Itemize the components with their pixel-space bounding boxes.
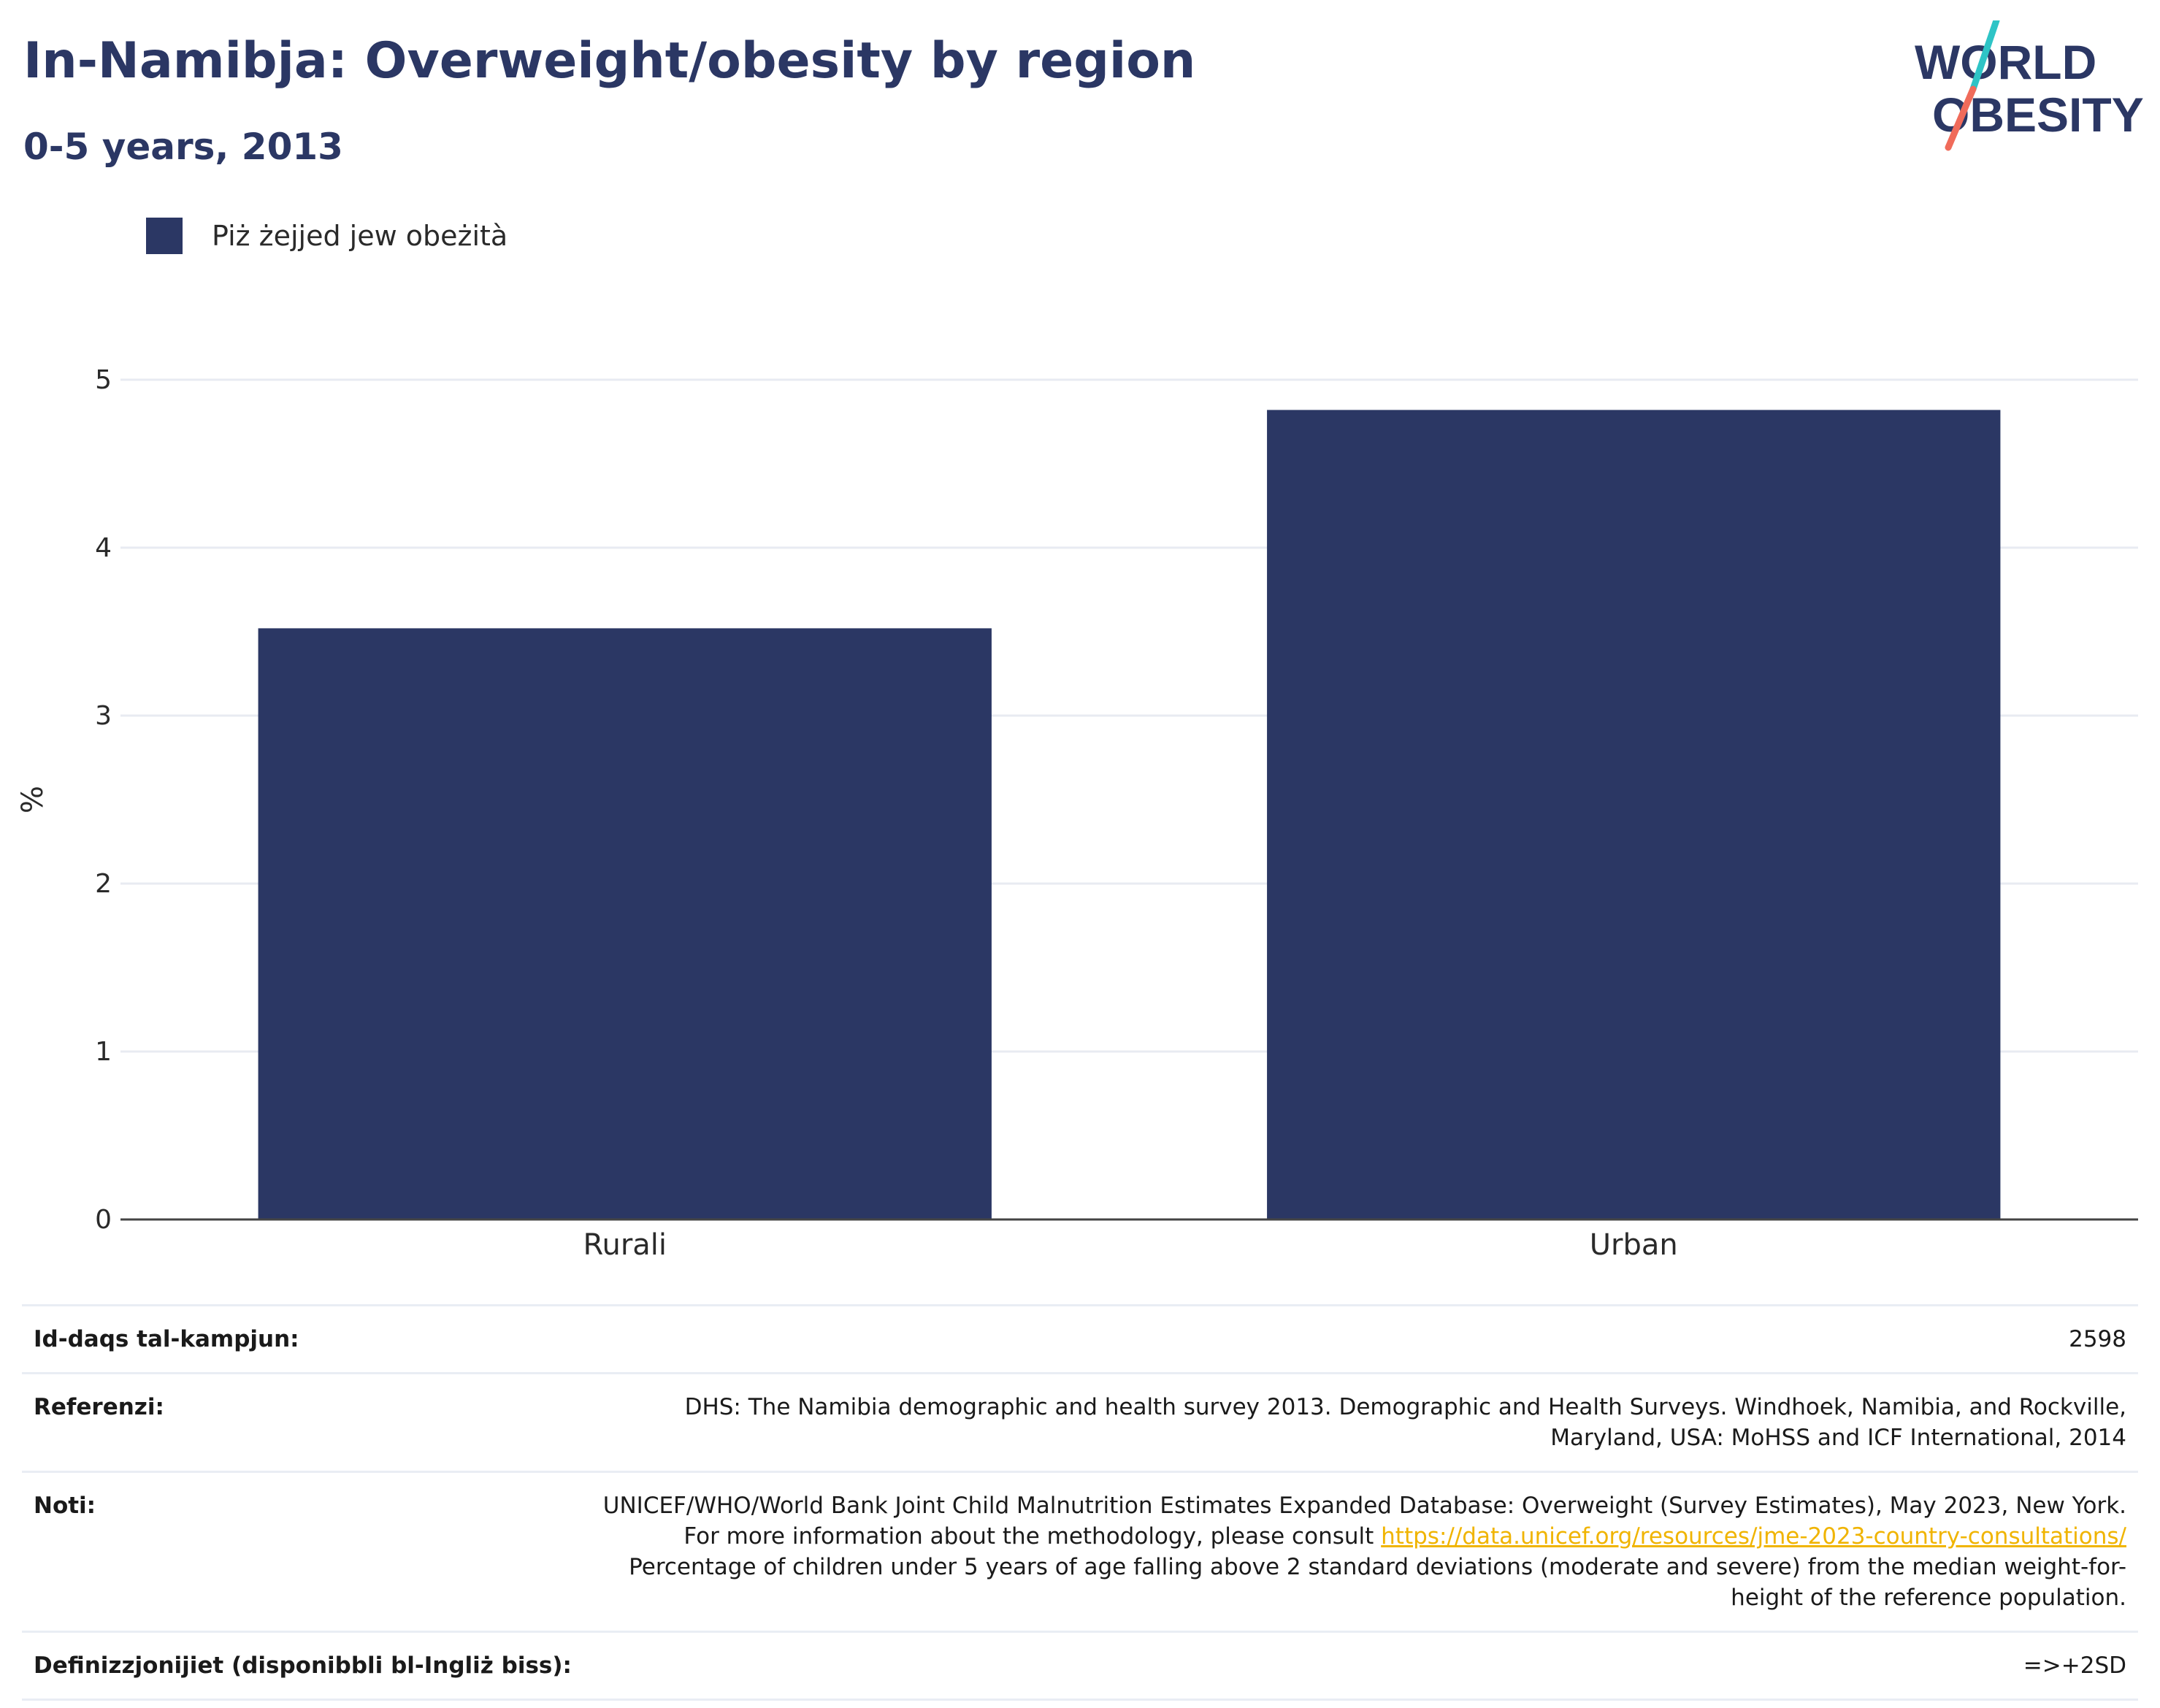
x-tick-labels: Rurali Urban xyxy=(583,1228,1677,1262)
logo-slash-top xyxy=(1969,20,2000,93)
info-table: Id-daqs tal-kampjun: 2598 Referenzi: DHS… xyxy=(22,1304,2138,1701)
notes-link[interactable]: https://data.unicef.org/resources/jme-20… xyxy=(1381,1523,2126,1550)
sample-size-row: Id-daqs tal-kampjun: 2598 xyxy=(22,1304,2138,1374)
y-tick-label: 2 xyxy=(95,869,112,899)
y-tick-labels: 0 1 2 3 4 5 xyxy=(95,365,112,1235)
definitions-value: =>+2SD xyxy=(583,1631,2138,1701)
y-tick-label: 1 xyxy=(95,1037,112,1067)
definitions-label: Definizzjonijiet (disponibbli bl-Ingliż … xyxy=(22,1631,583,1701)
references-value: DHS: The Namibia demographic and health … xyxy=(583,1372,2138,1473)
y-tick-label: 5 xyxy=(95,365,112,395)
notes-text-2: Percentage of children under 5 years of … xyxy=(629,1554,2126,1611)
y-tick-label: 3 xyxy=(95,701,112,731)
y-tick-label: 4 xyxy=(95,533,112,563)
legend[interactable]: Piż żejjed jew obeżità xyxy=(146,218,508,254)
sample-size-label: Id-daqs tal-kampjun: xyxy=(22,1304,583,1374)
logo-text-world: WORLD xyxy=(1915,35,2096,89)
references-label: Referenzi: xyxy=(22,1372,583,1473)
bar-chart: 0 1 2 3 4 5 Rurali Urban % xyxy=(16,365,2138,1262)
references-row: Referenzi: DHS: The Namibia demographic … xyxy=(22,1372,2138,1473)
bars xyxy=(258,410,2001,1219)
notes-row: Noti: UNICEF/WHO/World Bank Joint Child … xyxy=(22,1471,2138,1633)
logo-slash-bottom xyxy=(1945,85,1977,151)
bar-urban[interactable] xyxy=(1267,410,2001,1219)
notes-label: Noti: xyxy=(22,1471,583,1633)
bar-rurali[interactable] xyxy=(258,628,992,1219)
y-tick-label: 0 xyxy=(95,1205,112,1235)
notes-text-1: UNICEF/WHO/World Bank Joint Child Malnut… xyxy=(602,1493,2126,1550)
chart-subtitle: 0-5 years, 2013 xyxy=(23,126,343,168)
chart-title: In-Namibja: Overweight/obesity by region xyxy=(23,32,1196,90)
legend-swatch xyxy=(146,218,183,254)
sample-size-value: 2598 xyxy=(583,1304,2138,1374)
notes-value: UNICEF/WHO/World Bank Joint Child Malnut… xyxy=(583,1471,2138,1633)
x-tick-label: Rurali xyxy=(583,1228,667,1262)
legend-label: Piż żejjed jew obeżità xyxy=(212,220,508,252)
world-obesity-logo: WORLD OBESITY xyxy=(1915,20,2144,151)
definitions-row: Definizzjonijiet (disponibbli bl-Ingliż … xyxy=(22,1631,2138,1701)
y-axis-title: % xyxy=(16,786,50,813)
x-tick-label: Urban xyxy=(1590,1228,1678,1262)
